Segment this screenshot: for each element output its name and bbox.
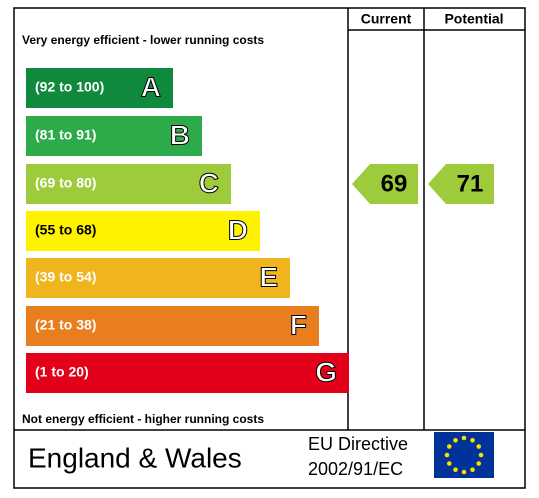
eu-stars	[444, 435, 484, 475]
band-letter: C	[199, 167, 219, 198]
star	[476, 461, 482, 466]
band-letter: F	[290, 309, 307, 340]
star	[446, 444, 452, 449]
band-letter: D	[228, 214, 248, 245]
rating-arrow	[428, 164, 494, 204]
header-current: Current	[361, 11, 412, 27]
band	[26, 211, 260, 251]
star	[470, 467, 475, 473]
band-letter: A	[141, 71, 161, 102]
star	[476, 444, 482, 449]
star	[446, 461, 452, 466]
band-range: (69 to 80)	[35, 175, 96, 191]
star	[453, 437, 458, 443]
rating-arrow	[352, 164, 418, 204]
band-range: (81 to 91)	[35, 127, 96, 143]
directive: EU Directive	[308, 434, 408, 454]
band	[26, 68, 173, 108]
star	[470, 437, 475, 443]
band-letter: E	[259, 261, 278, 292]
header-potential: Potential	[444, 11, 503, 27]
star	[478, 452, 484, 458]
star	[453, 467, 458, 473]
band-letter: G	[315, 356, 337, 387]
band	[26, 353, 349, 393]
band	[26, 258, 290, 298]
band-range: (21 to 38)	[35, 317, 96, 333]
top-note: Very energy efficient - lower running co…	[22, 33, 264, 47]
band	[26, 164, 231, 204]
band-range: (55 to 68)	[35, 222, 96, 238]
band-range: (92 to 100)	[35, 79, 104, 95]
band-range: (39 to 54)	[35, 269, 96, 285]
band	[26, 306, 319, 346]
rating-value: 69	[381, 170, 408, 197]
band-letter: B	[170, 119, 190, 150]
region: England & Wales	[28, 442, 242, 473]
star	[444, 452, 450, 458]
bottom-note: Not energy efficient - higher running co…	[22, 412, 264, 426]
band-range: (1 to 20)	[35, 364, 89, 380]
frame	[13, 7, 526, 489]
rating-value: 71	[457, 170, 484, 197]
band	[26, 116, 202, 156]
star	[461, 435, 467, 441]
directive: 2002/91/EC	[308, 459, 403, 479]
star	[461, 469, 467, 475]
